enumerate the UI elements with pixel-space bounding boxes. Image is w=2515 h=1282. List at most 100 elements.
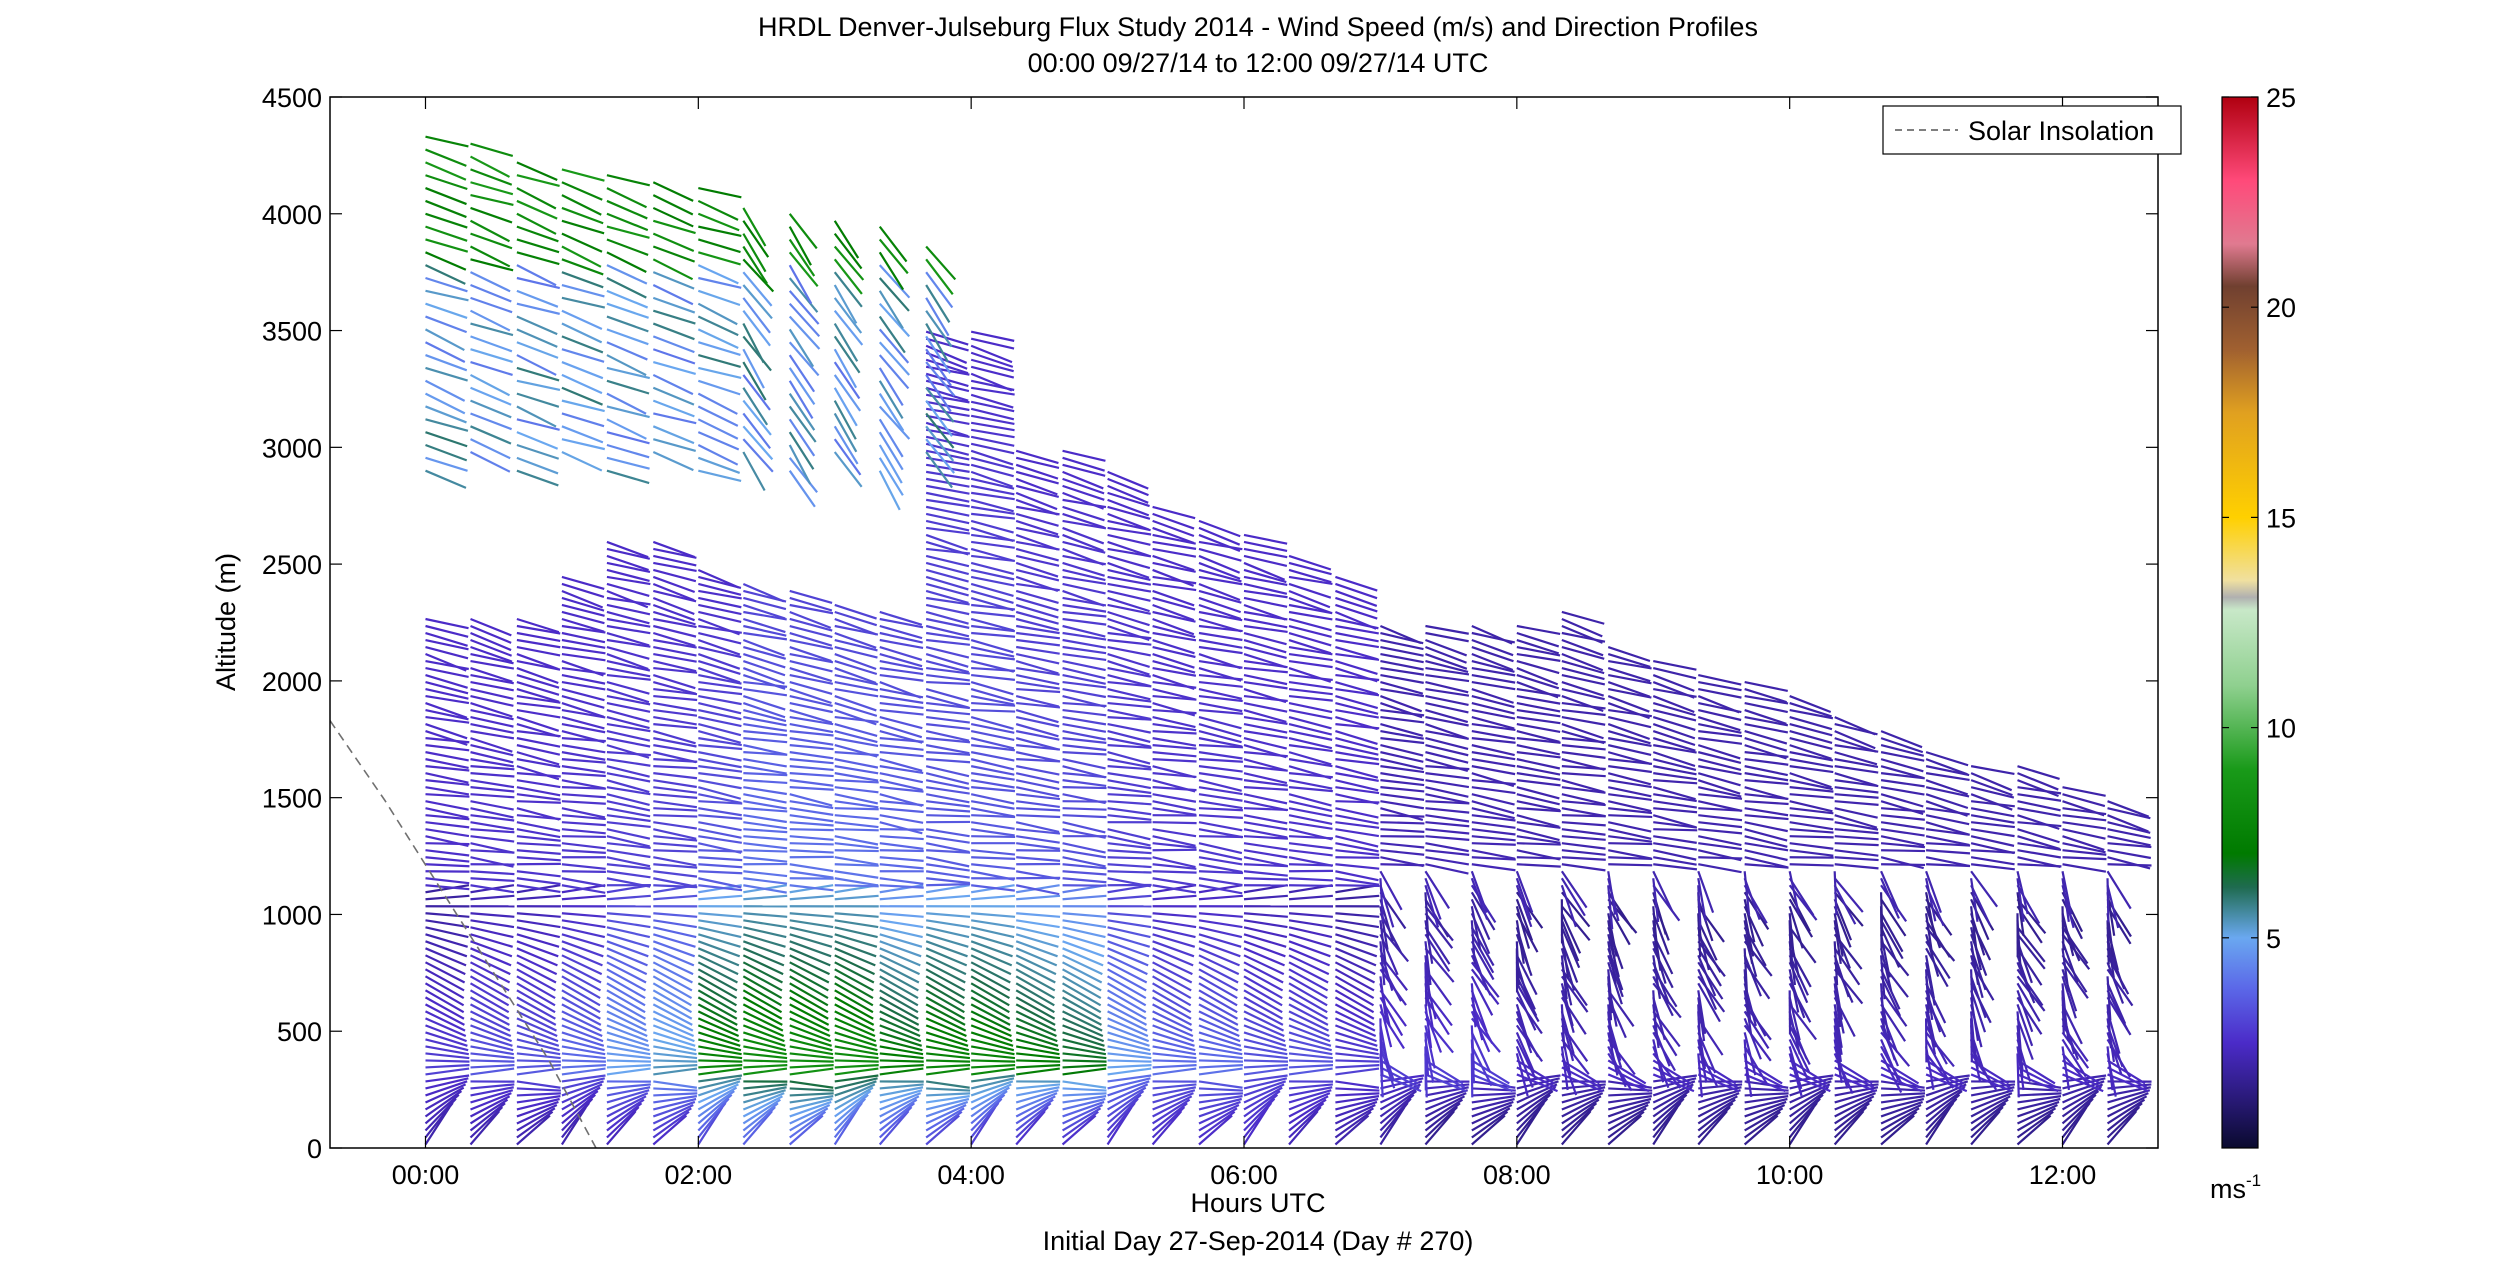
wind-barb [606, 540, 649, 559]
wind-barb-upper [652, 194, 694, 216]
wind-barb [425, 744, 470, 752]
wind-barb [1744, 807, 1789, 817]
wind-barb [1106, 1102, 1136, 1139]
wind-barb [1106, 1097, 1139, 1132]
wind-barb [1016, 814, 1061, 819]
wind-barb [1561, 835, 1606, 841]
wind-barb [1380, 723, 1424, 737]
wind-barb [1107, 709, 1151, 721]
wind-barb [879, 1052, 924, 1060]
wind-barb [653, 1064, 698, 1069]
wind-barb [1471, 659, 1515, 673]
wind-barb [971, 894, 1016, 901]
wind-barb [1152, 940, 1195, 958]
wind-barb [1880, 1107, 1920, 1132]
wind-barb [1561, 1098, 1600, 1125]
wind-barb [789, 842, 834, 846]
wind-barb [1471, 758, 1516, 768]
wind-barb [1970, 906, 1978, 951]
wind-barb-upper [606, 225, 650, 239]
wind-barb [1880, 1114, 1915, 1146]
wind-barb [1152, 877, 1197, 887]
wind-barb [926, 701, 970, 710]
wind-barb [561, 1097, 594, 1132]
wind-barb [1107, 1064, 1152, 1069]
wind-barb [879, 821, 923, 835]
wind-barb [1380, 807, 1424, 821]
wind-barb [1833, 1110, 1865, 1146]
wind-barb [743, 933, 786, 948]
wind-barb [1744, 716, 1789, 727]
wind-barb [1015, 456, 1060, 470]
y-tick-label: 500 [277, 1017, 322, 1047]
wind-barb [1515, 1038, 1537, 1080]
wind-barb [1560, 968, 1588, 1007]
wind-barb [561, 1024, 604, 1043]
wind-barb [470, 751, 514, 764]
wind-barb [834, 1083, 876, 1104]
wind-barb [561, 1017, 603, 1038]
wind-barb [698, 919, 742, 929]
wind-barb [1062, 652, 1107, 662]
wind-barb [834, 856, 879, 866]
wind-barb [561, 758, 606, 764]
wind-barb [1107, 1031, 1150, 1047]
wind-barb [925, 688, 969, 702]
wind-barb [1970, 878, 1979, 922]
wind-barb [516, 786, 561, 797]
wind-barb [1335, 835, 1379, 848]
wind-barb [1608, 1095, 1652, 1104]
wind-barb [1107, 1003, 1148, 1026]
wind-barb [1652, 997, 1666, 1041]
wind-barb [1653, 779, 1698, 785]
wind-barb [1608, 863, 1653, 867]
wind-barb [606, 814, 651, 823]
wind-barb [834, 989, 874, 1014]
wind-barb [926, 894, 971, 901]
wind-barb [925, 765, 970, 778]
wind-barb [789, 828, 834, 832]
wind-barb [469, 975, 510, 1000]
wind-barb [1334, 1107, 1374, 1132]
wind-barb [970, 737, 1015, 750]
wind-barb [1334, 1010, 1376, 1032]
wind-barb [1107, 1086, 1147, 1111]
wind-barb [1152, 863, 1197, 870]
wind-barb [1470, 877, 1489, 920]
wind-barb [2106, 1102, 2143, 1132]
wind-barb [1243, 982, 1283, 1007]
wind-barb [1335, 1059, 1380, 1063]
wind-barb [606, 996, 646, 1020]
wind-barb [1698, 751, 1742, 765]
wind-barb [653, 568, 697, 583]
wind-barb [1697, 1092, 1740, 1111]
wind-barb [1335, 1052, 1380, 1060]
wind-barb [1062, 730, 1106, 741]
wind-barb [743, 603, 786, 620]
wind-barb [1198, 793, 1243, 802]
wind-barb [1880, 898, 1907, 937]
wind-barb [1516, 779, 1561, 787]
wind-barb [1789, 793, 1834, 799]
wind-barb-upper [925, 361, 956, 397]
wind-barb [1062, 449, 1106, 462]
wind-barb [1288, 737, 1333, 750]
wind-barb [1608, 814, 1653, 819]
wind-barb [1788, 1102, 1818, 1139]
wind-barb [1015, 596, 1059, 612]
wind-barb [1288, 1003, 1329, 1026]
wind-barb [1062, 533, 1104, 552]
wind-barb [970, 933, 1014, 948]
wind-barb [1833, 871, 1838, 916]
wind-barb [2017, 786, 2062, 795]
wind-barb [1653, 807, 1698, 814]
wind-barb [879, 814, 924, 824]
wind-barb [561, 919, 606, 929]
wind-barb [698, 1045, 742, 1056]
wind-barb [1516, 737, 1561, 744]
wind-barb [1789, 1080, 1832, 1097]
wind-barb-upper [925, 412, 955, 449]
wind-barb [1697, 870, 1715, 914]
wind-barb [698, 1074, 743, 1083]
wind-barb [1288, 680, 1333, 690]
